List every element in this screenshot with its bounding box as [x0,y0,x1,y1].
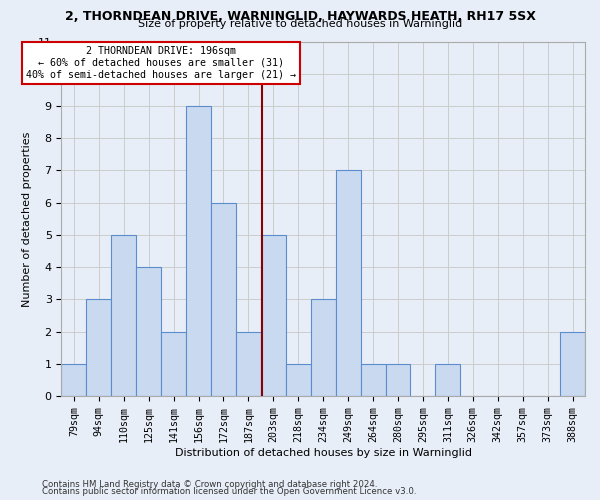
X-axis label: Distribution of detached houses by size in Warninglid: Distribution of detached houses by size … [175,448,472,458]
Bar [236,332,261,396]
Text: 2 THORNDEAN DRIVE: 196sqm
← 60% of detached houses are smaller (31)
40% of semi-: 2 THORNDEAN DRIVE: 196sqm ← 60% of detac… [26,46,296,80]
Text: Contains HM Land Registry data © Crown copyright and database right 2024.: Contains HM Land Registry data © Crown c… [42,480,377,489]
Text: Contains public sector information licensed under the Open Government Licence v3: Contains public sector information licen… [42,487,416,496]
Bar [386,364,410,396]
Bar [86,300,111,396]
Bar [61,364,86,396]
Bar [261,235,286,396]
Bar [335,170,361,396]
Text: Size of property relative to detached houses in Warninglid: Size of property relative to detached ho… [138,19,462,29]
Bar [211,202,236,396]
Bar [286,364,311,396]
Bar [560,332,585,396]
Bar [436,364,460,396]
Text: 2, THORNDEAN DRIVE, WARNINGLID, HAYWARDS HEATH, RH17 5SX: 2, THORNDEAN DRIVE, WARNINGLID, HAYWARDS… [65,10,535,23]
Bar [161,332,186,396]
Bar [136,267,161,396]
Bar [361,364,386,396]
Bar [311,300,335,396]
Bar [186,106,211,396]
Bar [111,235,136,396]
Y-axis label: Number of detached properties: Number of detached properties [22,131,32,306]
